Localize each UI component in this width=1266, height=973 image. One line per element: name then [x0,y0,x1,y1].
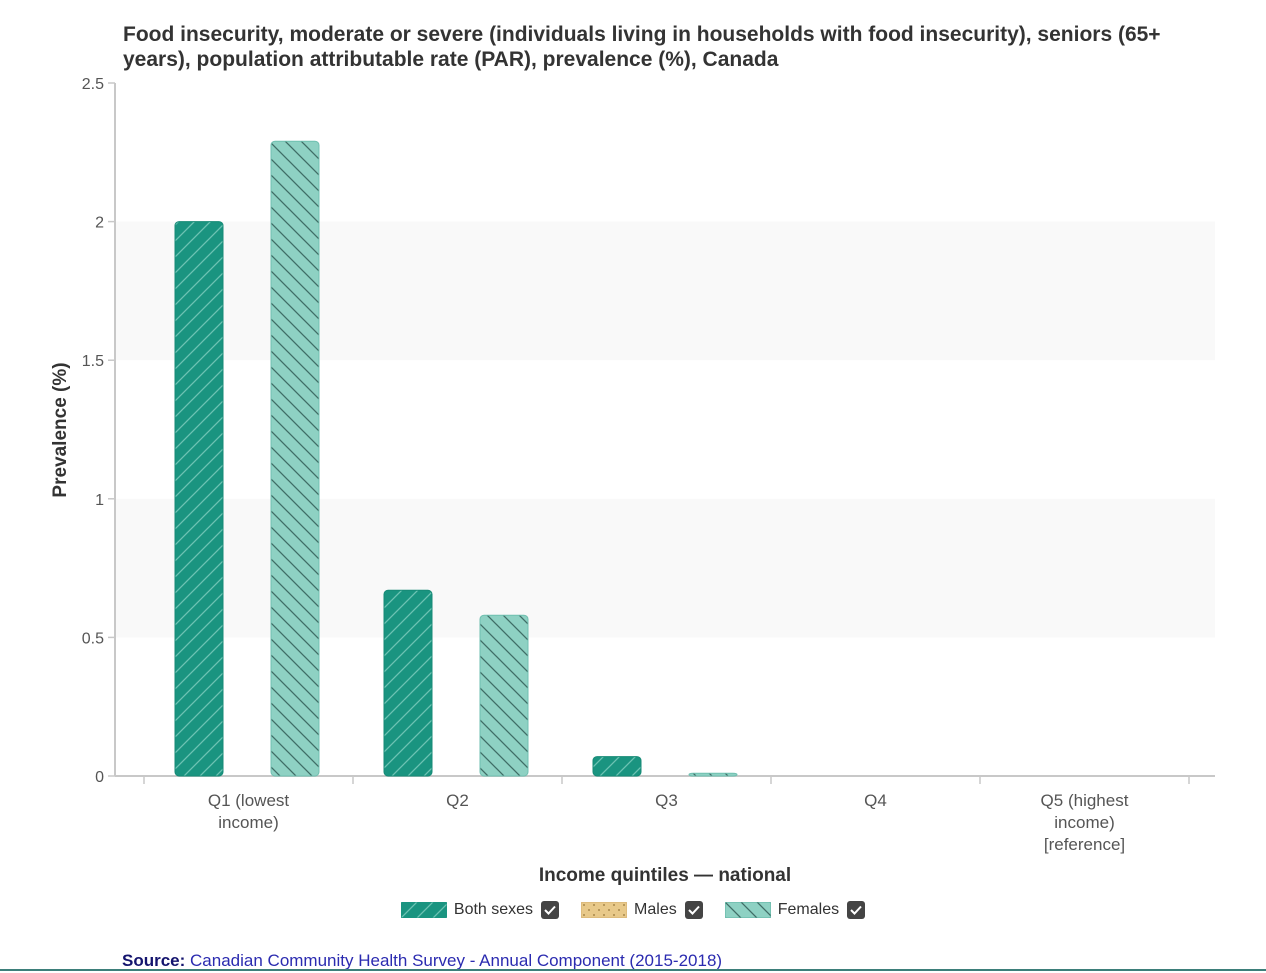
y-tick-label: 2.5 [82,76,104,93]
bar-females[interactable] [270,140,320,777]
legend-label-females: Females [777,901,840,918]
checkbox-checked-icon[interactable] [541,901,560,919]
bar-females[interactable] [479,614,529,777]
legend-label-males: Males [634,901,677,918]
x-tick-label: Q3 [655,791,678,810]
bottom-divider [0,969,1266,971]
y-tick-label: 2 [95,215,104,232]
y-tick-label: 0 [95,769,104,786]
bar-chart: 0 0.5 1 1.5 2 2.5 Q1 (lowest income) Q2 Q3 Q4 Q5 (h… [50,76,1215,886]
bar-both-sexes[interactable] [592,756,642,777]
legend-swatch-both-sexes [400,902,447,918]
bar-females[interactable] [688,772,738,777]
bars [174,140,738,777]
legend-item-both-sexes[interactable]: Both sexes [400,901,560,919]
bar-both-sexes[interactable] [383,589,433,777]
y-tick-label: 1.5 [82,353,104,370]
source-link[interactable]: Canadian Community Health Survey - Annua… [190,951,723,970]
legend-label-both-sexes: Both sexes [453,901,534,918]
tick-labels: 0 0.5 1 1.5 2 2.5 Q1 (lowest income) Q2 Q3 Q4 Q5 (h… [82,76,1129,854]
bar-both-sexes[interactable] [174,221,224,777]
y-axis-title: Prevalence (%) [50,362,71,497]
x-tick-label: Q2 [446,791,469,810]
x-tick-label: Q5 (highest income) [reference] [1041,791,1129,854]
source-label: Source: [122,951,186,970]
legend-item-females[interactable]: Females [724,901,866,919]
y-tick-label: 0.5 [82,630,104,647]
legend: Both sexes Males Females [0,901,1266,919]
source-note: Source: Canadian Community Health Survey… [122,951,722,971]
x-tick-label: Q1 (lowest income) [208,791,290,832]
legend-swatch-females [724,902,771,918]
x-tick-label: Q4 [864,791,887,810]
legend-item-males[interactable]: Males [581,901,703,919]
legend-swatch-males [581,902,628,918]
checkbox-checked-icon[interactable] [847,901,866,919]
chart-title: Food insecurity, moderate or severe (ind… [123,23,1161,71]
checkbox-checked-icon[interactable] [684,901,703,919]
y-tick-label: 1 [95,492,104,509]
x-axis-title: Income quintiles — national [539,865,791,886]
